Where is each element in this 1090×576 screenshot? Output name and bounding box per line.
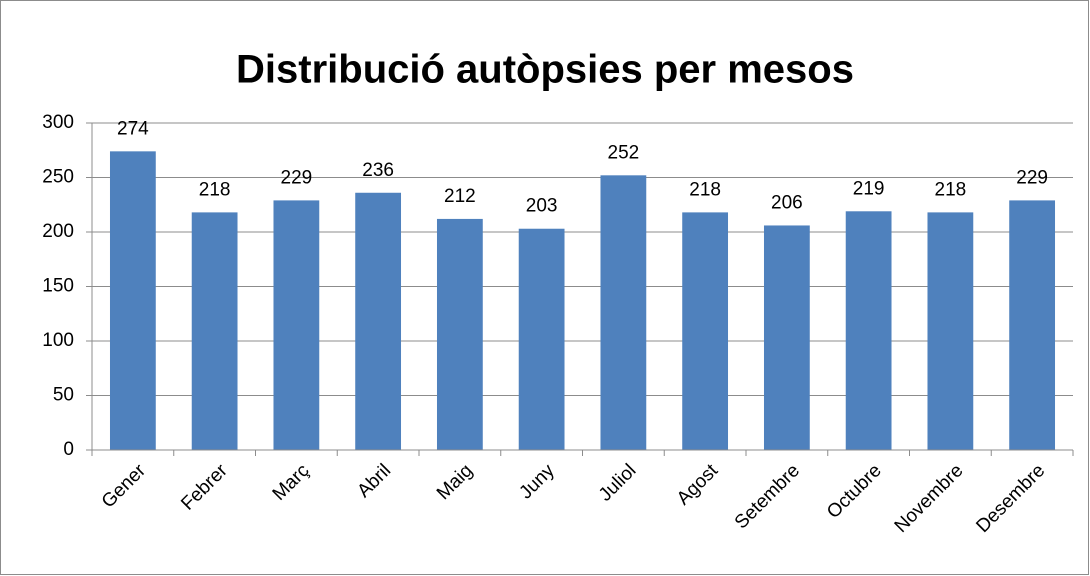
bar — [436, 218, 483, 450]
y-tick-label: 300 — [42, 112, 74, 133]
bar — [845, 211, 892, 450]
data-label: 212 — [444, 186, 476, 207]
y-tick-label: 0 — [63, 439, 74, 460]
bar — [355, 192, 402, 450]
bar — [763, 225, 810, 450]
bar — [191, 212, 238, 450]
data-label: 229 — [1016, 167, 1048, 188]
data-label: 206 — [771, 192, 803, 213]
bar — [1009, 200, 1056, 450]
bar — [518, 228, 565, 450]
data-label: 229 — [281, 167, 313, 188]
bar — [682, 212, 729, 450]
data-label: 274 — [117, 118, 149, 139]
data-label: 218 — [935, 179, 967, 200]
y-tick-label: 250 — [42, 167, 74, 188]
data-label: 252 — [608, 142, 640, 163]
data-label: 203 — [526, 196, 558, 217]
bar — [109, 151, 156, 450]
bar — [927, 212, 974, 450]
y-tick-label: 150 — [42, 276, 74, 297]
y-tick-label: 200 — [42, 221, 74, 242]
y-tick-label: 100 — [42, 330, 74, 351]
chart-title: Distribució autòpsies per mesos — [236, 48, 854, 92]
data-label: 219 — [853, 178, 885, 199]
bar — [273, 200, 320, 450]
data-label: 236 — [362, 160, 394, 181]
data-label: 218 — [689, 179, 721, 200]
data-label: 218 — [199, 179, 231, 200]
bar — [600, 175, 647, 450]
y-tick-label: 50 — [53, 385, 74, 406]
